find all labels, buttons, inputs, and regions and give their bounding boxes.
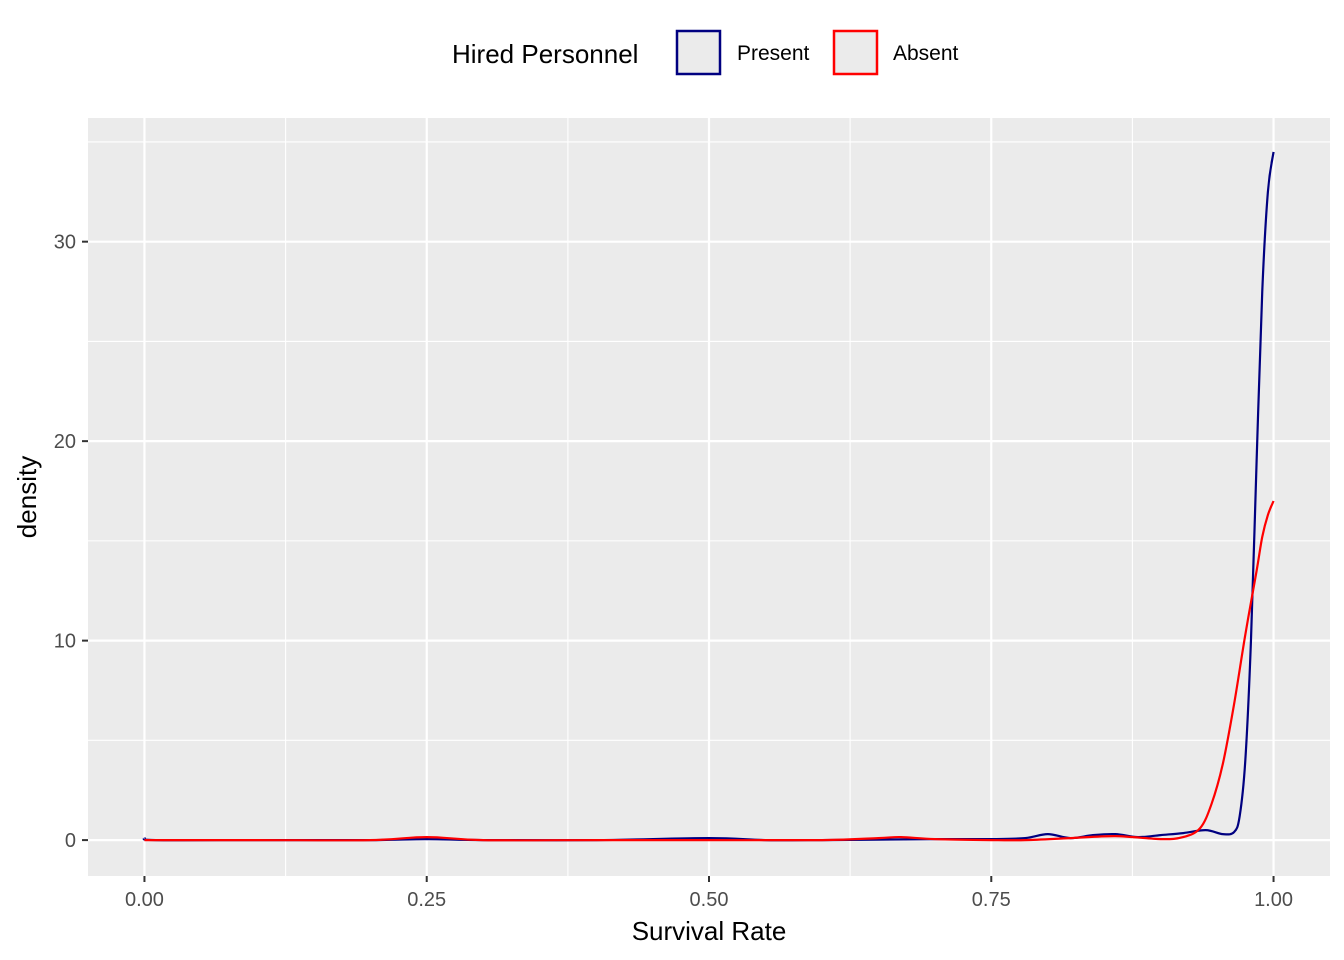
x-tick-label: 0.00 [125, 889, 164, 911]
y-axis: 0 10 20 30 [54, 232, 88, 852]
series-lines [142, 151, 1275, 842]
x-axis-title: Survival Rate [632, 916, 787, 946]
y-axis-title: density [12, 456, 42, 538]
legend-key-present [675, 29, 722, 76]
y-tick-label: 20 [54, 431, 76, 453]
x-tick-label: 1.00 [1254, 889, 1293, 911]
legend-title: Hired Personnel [452, 39, 638, 69]
y-tick-label: 30 [54, 232, 76, 254]
x-axis: 0.00 0.25 0.50 0.75 1.00 [125, 876, 1293, 911]
legend: Hired Personnel Present Absent [452, 29, 959, 76]
y-tick-label: 0 [65, 830, 76, 852]
legend-key-absent [832, 29, 879, 76]
y-tick-label: 10 [54, 631, 76, 653]
x-tick-label: 0.25 [407, 889, 446, 911]
legend-label-absent: Absent [893, 42, 959, 65]
legend-label-present: Present [737, 42, 810, 65]
x-tick-label: 0.50 [690, 889, 729, 911]
x-tick-label: 0.75 [972, 889, 1011, 911]
series-line-absent [144, 500, 1275, 842]
